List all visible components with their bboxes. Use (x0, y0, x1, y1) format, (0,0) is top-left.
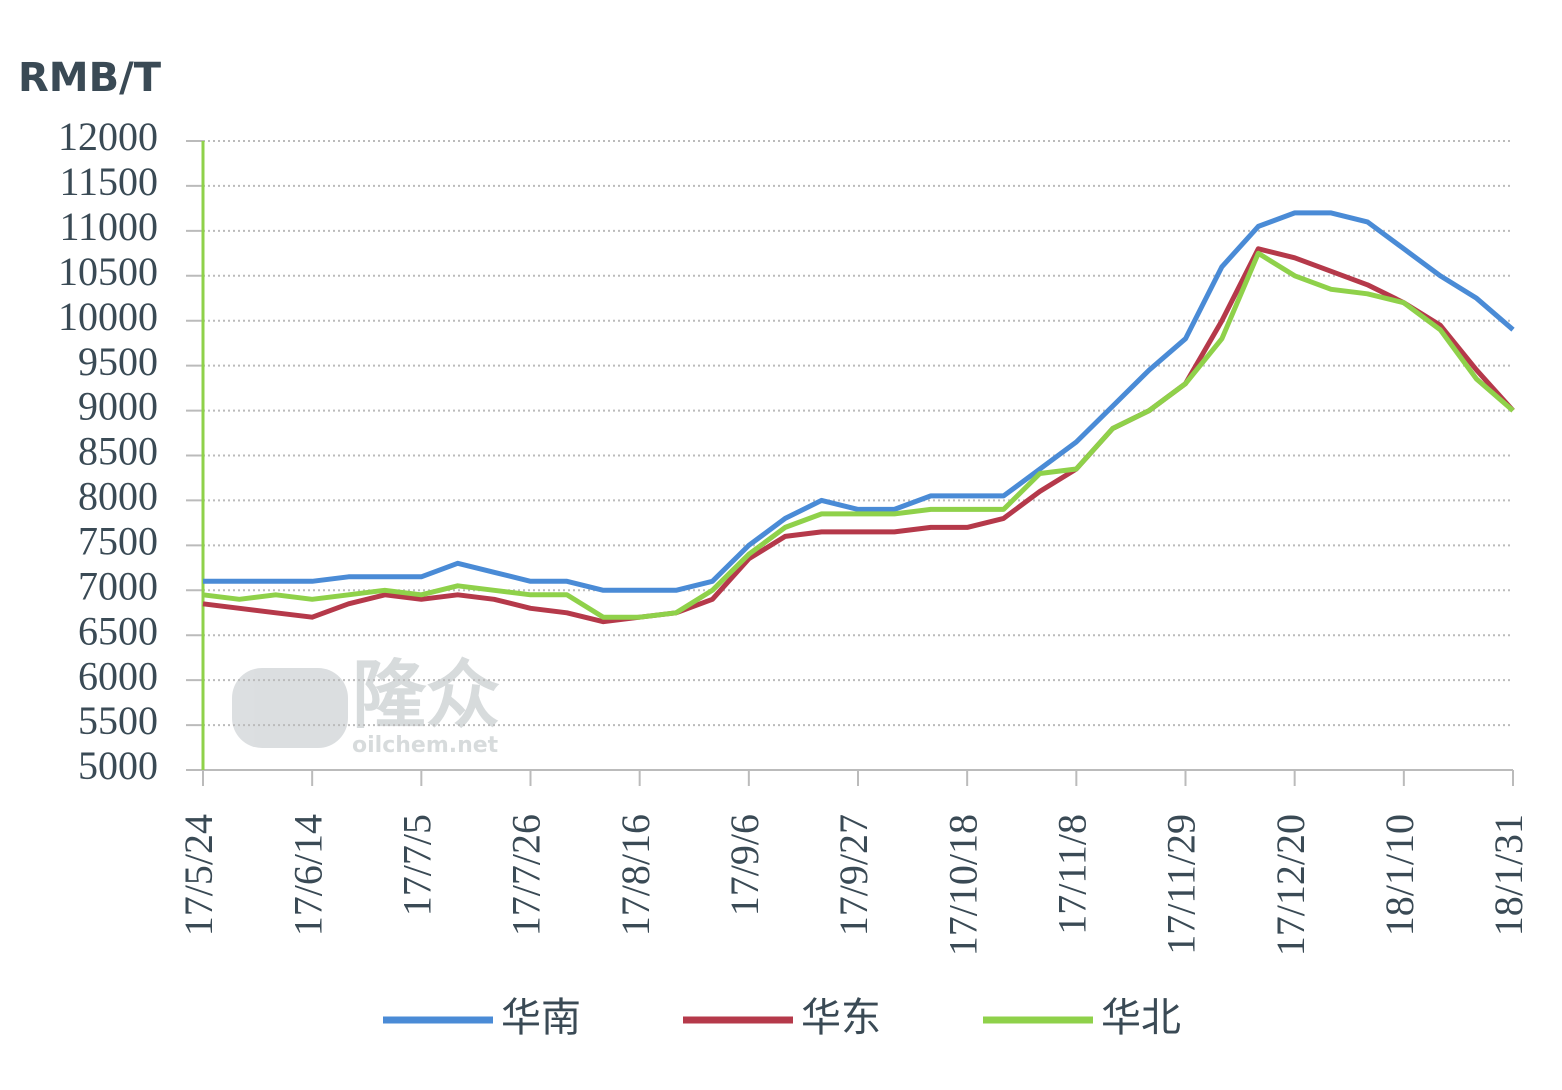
legend-label: 华南 (501, 995, 581, 1041)
x-tick-label: 17/10/18 (940, 814, 985, 956)
watermark: 隆众 oilchem.net (232, 653, 500, 758)
y-axis-label: RMB/T (18, 55, 162, 101)
y-tick-label: 7000 (78, 563, 158, 608)
y-tick-label: 11500 (59, 159, 158, 204)
x-tick-label: 17/9/27 (831, 814, 876, 936)
y-tick-label: 8000 (78, 474, 158, 519)
x-tick-label: 17/6/14 (285, 814, 330, 936)
y-tick-label: 9500 (78, 339, 158, 384)
y-tick-label: 5500 (78, 698, 158, 743)
watermark-logo: 隆众 (352, 653, 500, 739)
y-tick-label: 10000 (58, 294, 158, 339)
line-series (202, 246, 1515, 625)
x-tick-label: 17/11/29 (1159, 814, 1204, 955)
x-tick-label: 17/8/16 (613, 814, 658, 936)
x-tick-label: 17/7/5 (395, 814, 440, 916)
y-tick-label: 7500 (78, 519, 158, 564)
x-tick-label: 18/1/10 (1377, 814, 1422, 936)
y-tick-label: 12000 (58, 114, 158, 159)
legend-label: 华东 (801, 995, 881, 1041)
x-tick-label: 17/11/8 (1050, 814, 1095, 935)
watermark-site: oilchem.net (352, 733, 499, 758)
y-tick-label: 6500 (78, 608, 158, 653)
x-tick-label: 17/7/26 (504, 814, 549, 936)
y-tick-label: 8500 (78, 429, 158, 474)
legend-label: 华北 (1101, 995, 1181, 1041)
line-series (202, 250, 1515, 620)
y-tick-label: 10500 (58, 249, 158, 294)
x-tick-label: 17/9/6 (722, 814, 767, 916)
y-tick-label: 9000 (78, 384, 158, 429)
x-tick-label: 17/5/24 (176, 814, 221, 936)
y-tick-label: 11000 (59, 204, 158, 249)
x-tick-label: 18/1/31 (1486, 814, 1531, 936)
y-tick-label: 6000 (78, 653, 158, 698)
watermark-icon (232, 668, 348, 748)
x-tick-label: 17/12/20 (1268, 814, 1313, 956)
line-series (203, 210, 1515, 593)
y-tick-label: 5000 (78, 743, 158, 788)
